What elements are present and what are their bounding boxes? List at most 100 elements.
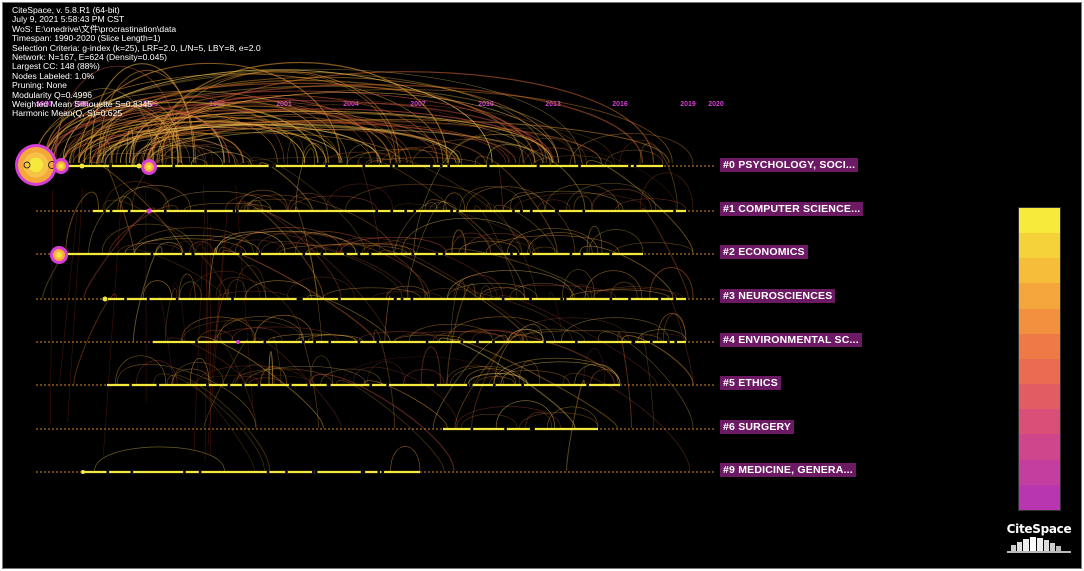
node-gap	[563, 297, 567, 301]
node-gap	[609, 297, 613, 301]
year-label: 2010	[478, 101, 494, 108]
node-gap	[394, 164, 398, 168]
node-gap	[501, 297, 505, 301]
node-gap	[486, 164, 490, 168]
node-gap	[235, 209, 239, 213]
node-gap	[195, 340, 198, 344]
legend-swatch	[1019, 459, 1060, 485]
node-gap	[369, 383, 373, 387]
node-gap	[381, 470, 385, 474]
node-gap	[439, 164, 443, 168]
cluster-label[interactable]: #5 ETHICS	[720, 376, 781, 390]
legend-swatch	[1019, 208, 1060, 234]
node-gap	[400, 297, 404, 301]
timeline-visualization[interactable]: 1990 1992 1996 1998 2001 2004 2007 2010 2013 2016…	[3, 3, 1081, 568]
node-gap	[435, 252, 439, 256]
node-gap	[529, 297, 532, 301]
node-gap	[183, 470, 186, 474]
node-gap	[628, 164, 631, 168]
node-gap	[130, 470, 134, 474]
cluster-label[interactable]: #4 ENVIRONMENTAL SC...	[720, 333, 862, 347]
color-legend	[1018, 207, 1061, 511]
node-medium-core	[56, 252, 62, 258]
node-gap	[266, 470, 270, 474]
node-small	[146, 208, 152, 214]
node-gap	[673, 297, 677, 301]
node-gap	[175, 297, 179, 301]
node-gap	[580, 252, 584, 256]
node-gap	[150, 252, 154, 256]
info-line: Network: N=167, E=624 (Density=0.045)	[12, 52, 168, 63]
node-gap	[413, 209, 417, 213]
node-gap	[285, 470, 288, 474]
node-gap	[328, 340, 332, 344]
node-gap	[182, 252, 185, 256]
node-gap	[586, 383, 590, 387]
node-gap	[554, 209, 558, 213]
node-gap	[430, 164, 433, 168]
legend-swatch	[1019, 308, 1060, 334]
node-gap	[574, 340, 578, 344]
cluster-label[interactable]: #1 COMPUTER SCIENCE...	[720, 202, 864, 216]
node-gap	[301, 340, 305, 344]
cluster-label[interactable]: #6 SURGERY	[720, 420, 795, 434]
node-gap	[470, 427, 474, 431]
node-gap	[536, 164, 540, 168]
books-icon	[1007, 537, 1071, 553]
node-gap	[204, 209, 208, 213]
year-label: 2019	[680, 101, 696, 108]
node-gap	[578, 164, 581, 168]
cluster-label[interactable]: #9 MEDICINE, GENERA...	[720, 463, 856, 477]
node-gap	[127, 209, 131, 213]
node-gap	[239, 252, 243, 256]
info-line: Selection Criteria: g-index (k=25), LRF=…	[12, 42, 261, 53]
node-gap	[302, 252, 306, 256]
legend-swatch	[1019, 358, 1060, 385]
node-gap	[425, 340, 429, 344]
logo-text: CiteSpace	[1006, 522, 1072, 536]
info-line: Pruning: None	[12, 80, 67, 91]
year-label: 2004	[343, 101, 359, 108]
node-gap	[191, 252, 195, 256]
legend-swatch	[1019, 384, 1060, 410]
node-gap	[357, 340, 361, 344]
node-gap	[273, 164, 276, 168]
node-small	[136, 163, 142, 169]
node-gap	[582, 209, 586, 213]
node-gap	[227, 383, 231, 387]
node-gap	[628, 297, 631, 301]
node-gap	[198, 470, 202, 474]
node-gap	[313, 340, 317, 344]
year-label: 1990	[36, 101, 52, 108]
node-gap	[343, 252, 347, 256]
node-gap	[529, 209, 533, 213]
node-gap	[288, 383, 292, 387]
node-gap	[442, 252, 446, 256]
node-gap	[297, 297, 301, 301]
node-medium-core	[147, 165, 151, 169]
node-gap	[469, 383, 473, 387]
node-gap	[667, 340, 670, 344]
node-gap	[476, 340, 479, 344]
cluster-label[interactable]: #0 PSYCHOLOGY, SOCI...	[720, 158, 859, 172]
node-major-core	[28, 157, 44, 173]
legend-swatch	[1019, 233, 1060, 259]
node-gap	[411, 252, 415, 256]
node-gap	[357, 252, 361, 256]
legend-swatch	[1019, 434, 1060, 460]
citespace-logo: CiteSpace	[1001, 522, 1077, 558]
node-gap	[300, 297, 303, 301]
node-gap	[394, 297, 397, 301]
node-gap	[456, 209, 459, 213]
node-gap	[450, 209, 454, 213]
node-gap	[368, 252, 372, 256]
node-gap	[146, 297, 150, 301]
node-gap	[386, 383, 390, 387]
cluster-label[interactable]: #3 NEUROSCIENCES	[720, 289, 836, 303]
cluster-label[interactable]: #2 ECONOMICS	[720, 245, 808, 259]
legend-swatch	[1019, 409, 1060, 435]
node-gap	[673, 209, 676, 213]
node-gap	[633, 164, 637, 168]
node-gap	[516, 252, 520, 256]
